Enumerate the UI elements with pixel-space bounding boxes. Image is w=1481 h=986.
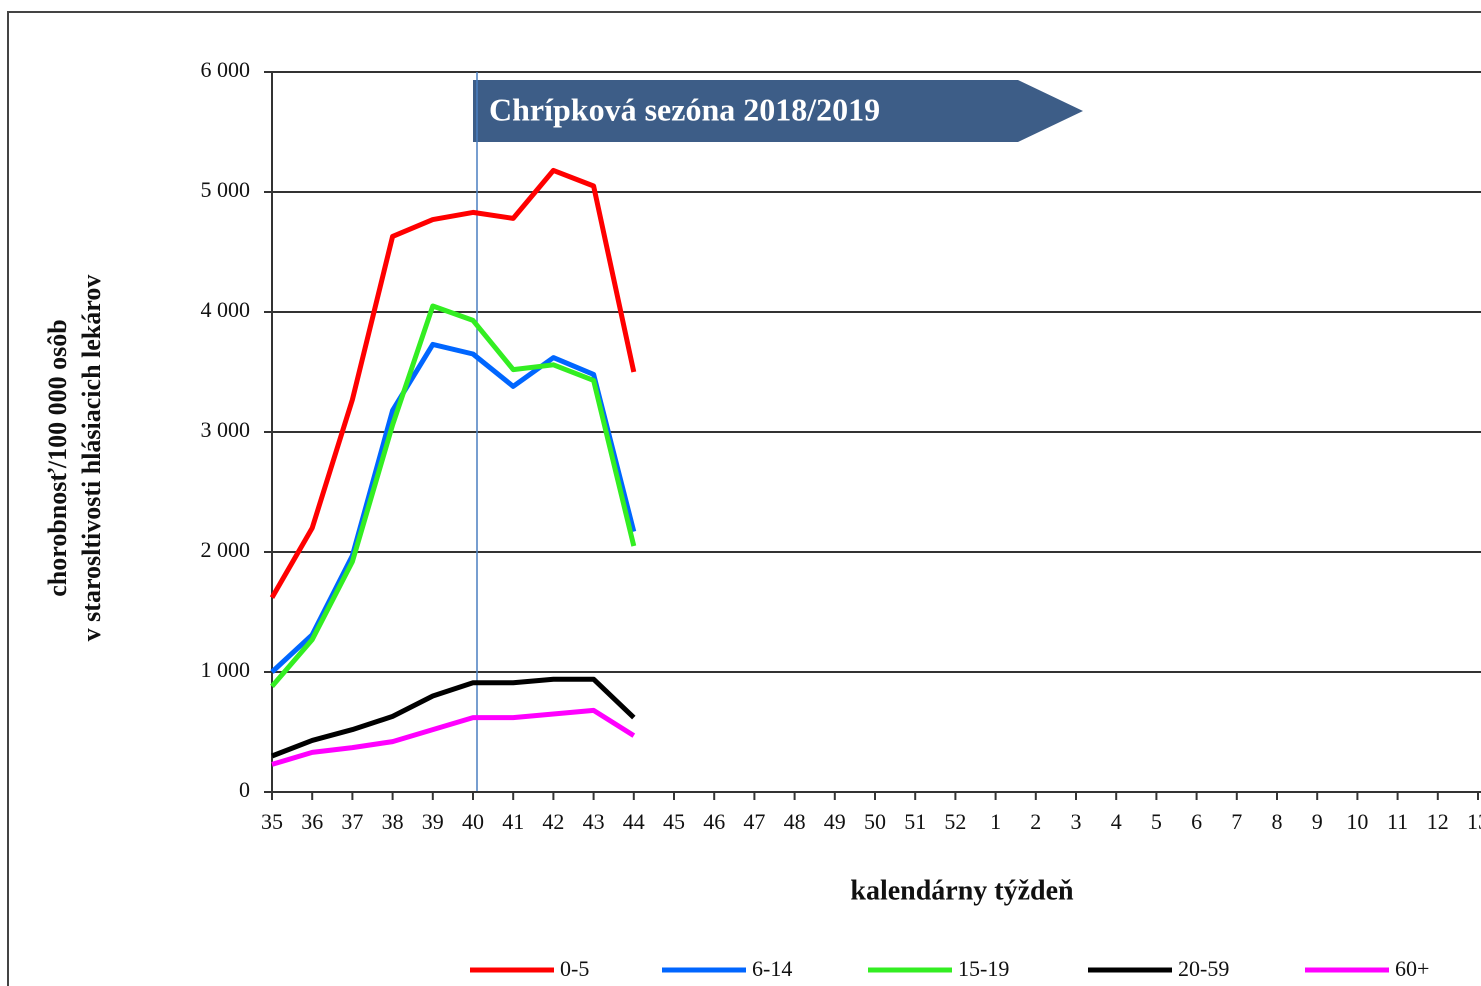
x-tick-label: 6	[1191, 809, 1202, 834]
legend-label: 0-5	[560, 956, 589, 981]
x-tick-label: 8	[1272, 809, 1283, 834]
x-tick-label: 13	[1467, 809, 1481, 834]
x-tick-label: 7	[1231, 809, 1242, 834]
series-line	[270, 303, 637, 689]
x-tick-label: 1	[990, 809, 1001, 834]
x-tick-label: 44	[623, 809, 645, 834]
y-tick-label: 5 000	[201, 177, 251, 202]
legend-label: 20-59	[1178, 956, 1229, 981]
x-tick-label: 9	[1312, 809, 1323, 834]
frame	[7, 11, 1481, 986]
x-tick-label: 51	[904, 809, 926, 834]
y-tick-label: 6 000	[201, 57, 251, 82]
series-line	[270, 341, 637, 674]
legend-label: 15-19	[958, 956, 1009, 981]
season-label: Chrípková sezóna 2018/2019	[489, 91, 880, 127]
x-tick-label: 12	[1427, 809, 1449, 834]
x-tick-label: 36	[301, 809, 323, 834]
x-tick-label: 45	[663, 809, 685, 834]
x-tick-label: 46	[703, 809, 725, 834]
x-tick-label: 5	[1151, 809, 1162, 834]
y-tick-label: 1 000	[201, 657, 251, 682]
x-tick-label: 50	[864, 809, 886, 834]
x-tick-label: 10	[1346, 809, 1368, 834]
legend-label: 60+	[1395, 956, 1429, 981]
y-axis-label-line: chorobnosť/100 000 osôb	[43, 319, 72, 596]
legend-label: 6-14	[752, 956, 792, 981]
x-tick-label: 47	[743, 809, 765, 834]
y-tick-label: 4 000	[201, 297, 251, 322]
x-tick-label: 35	[261, 809, 283, 834]
series-line	[271, 707, 636, 767]
y-tick-label: 0	[239, 777, 250, 802]
season-banner	[473, 80, 1083, 142]
x-tick-label: 3	[1071, 809, 1082, 834]
y-axis-label: chorobnosť/100 000 osôb v starosltivosti…	[43, 275, 106, 642]
series-line	[269, 167, 637, 599]
x-tick-label: 43	[583, 809, 605, 834]
x-tick-label: 49	[824, 809, 846, 834]
x-tick-label: 37	[341, 809, 363, 834]
x-axis-label: kalendárny týždeň	[850, 875, 1074, 906]
x-tick-label: 52	[944, 809, 966, 834]
x-tick-label: 48	[784, 809, 806, 834]
x-tick-label: 11	[1387, 809, 1408, 834]
y-tick-label: 3 000	[201, 417, 251, 442]
x-tick-label: 2	[1030, 809, 1041, 834]
y-axis-label-line: v starosltivosti hlásiacich lekárov	[77, 275, 106, 642]
x-tick-label: 4	[1111, 809, 1122, 834]
x-tick-label: 38	[382, 809, 404, 834]
x-tick-label: 42	[542, 809, 564, 834]
series-line	[271, 676, 636, 759]
x-tick-label: 39	[422, 809, 444, 834]
y-tick-label: 2 000	[201, 537, 251, 562]
x-tick-label: 40	[462, 809, 484, 834]
x-tick-label: 41	[502, 809, 524, 834]
